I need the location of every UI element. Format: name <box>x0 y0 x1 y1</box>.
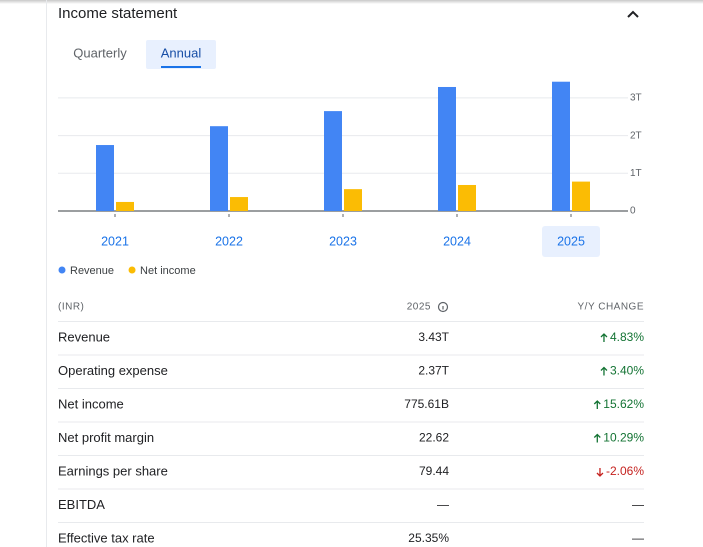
x-tick-label[interactable]: 2021 <box>101 234 129 248</box>
row-value: 22.62 <box>419 431 449 445</box>
change-arrow <box>600 366 608 376</box>
change-arrow <box>593 400 601 409</box>
row-value: 2.37T <box>418 364 449 378</box>
row-value: 79.44 <box>419 464 449 478</box>
row-value: — <box>437 498 449 512</box>
bar <box>324 111 342 211</box>
legend-label: Revenue <box>70 265 114 277</box>
tab[interactable]: Annual <box>161 45 202 60</box>
row-label: Effective tax rate <box>58 530 155 545</box>
bar <box>572 181 590 211</box>
x-tick-label[interactable]: 2025 <box>557 234 585 248</box>
row-value: 775.61B <box>404 397 449 411</box>
row-label: Net income <box>58 396 124 411</box>
legend-label: Net income <box>140 265 196 277</box>
legend-dot <box>58 266 66 274</box>
yoy-change: -2.06% <box>606 464 644 478</box>
legend-dot <box>128 266 136 274</box>
yoy-change: 15.62% <box>603 397 644 411</box>
yoy-change: — <box>632 531 644 545</box>
tab-underline <box>161 66 201 68</box>
column-header: 2025 <box>407 302 431 313</box>
section-title: Income statement <box>58 5 178 22</box>
change-arrow <box>596 468 604 477</box>
y-tick-label: 1T <box>630 168 642 179</box>
tab-highlight <box>146 40 216 69</box>
row-label: Operating expense <box>58 363 168 378</box>
y-tick-label: 0 <box>630 206 636 217</box>
row-label: Earnings per share <box>58 463 168 478</box>
info-icon[interactable] <box>437 301 449 313</box>
bar <box>458 184 476 211</box>
yoy-change: — <box>632 498 644 512</box>
y-tick-label: 3T <box>630 93 642 104</box>
change-arrow <box>593 433 601 443</box>
bar <box>230 197 248 211</box>
bar <box>210 126 228 211</box>
row-value: 3.43T <box>418 330 449 344</box>
selected-category <box>542 226 600 257</box>
x-tick-label[interactable]: 2022 <box>215 234 243 248</box>
row-label: EBITDA <box>58 497 105 512</box>
tab[interactable]: Quarterly <box>73 45 127 60</box>
column-header: (INR) <box>58 302 84 313</box>
row-label: Net profit margin <box>58 430 154 445</box>
bar <box>552 81 570 211</box>
bar <box>344 189 362 211</box>
bar <box>438 86 456 211</box>
x-tick-label[interactable]: 2023 <box>329 234 357 248</box>
bar <box>116 201 134 211</box>
yoy-change: 3.40% <box>610 364 644 378</box>
collapse-icon[interactable] <box>627 10 639 18</box>
row-label: Revenue <box>58 329 110 344</box>
yoy-change: 4.83% <box>610 330 644 344</box>
column-header: Y/Y CHANGE <box>578 302 645 313</box>
yoy-change: 10.29% <box>603 431 644 445</box>
change-arrow <box>600 333 608 342</box>
bar <box>96 145 114 211</box>
row-value: 25.35% <box>408 531 449 545</box>
top-shadow <box>0 0 703 4</box>
x-tick-label[interactable]: 2024 <box>443 234 471 248</box>
y-tick-label: 2T <box>630 130 642 141</box>
